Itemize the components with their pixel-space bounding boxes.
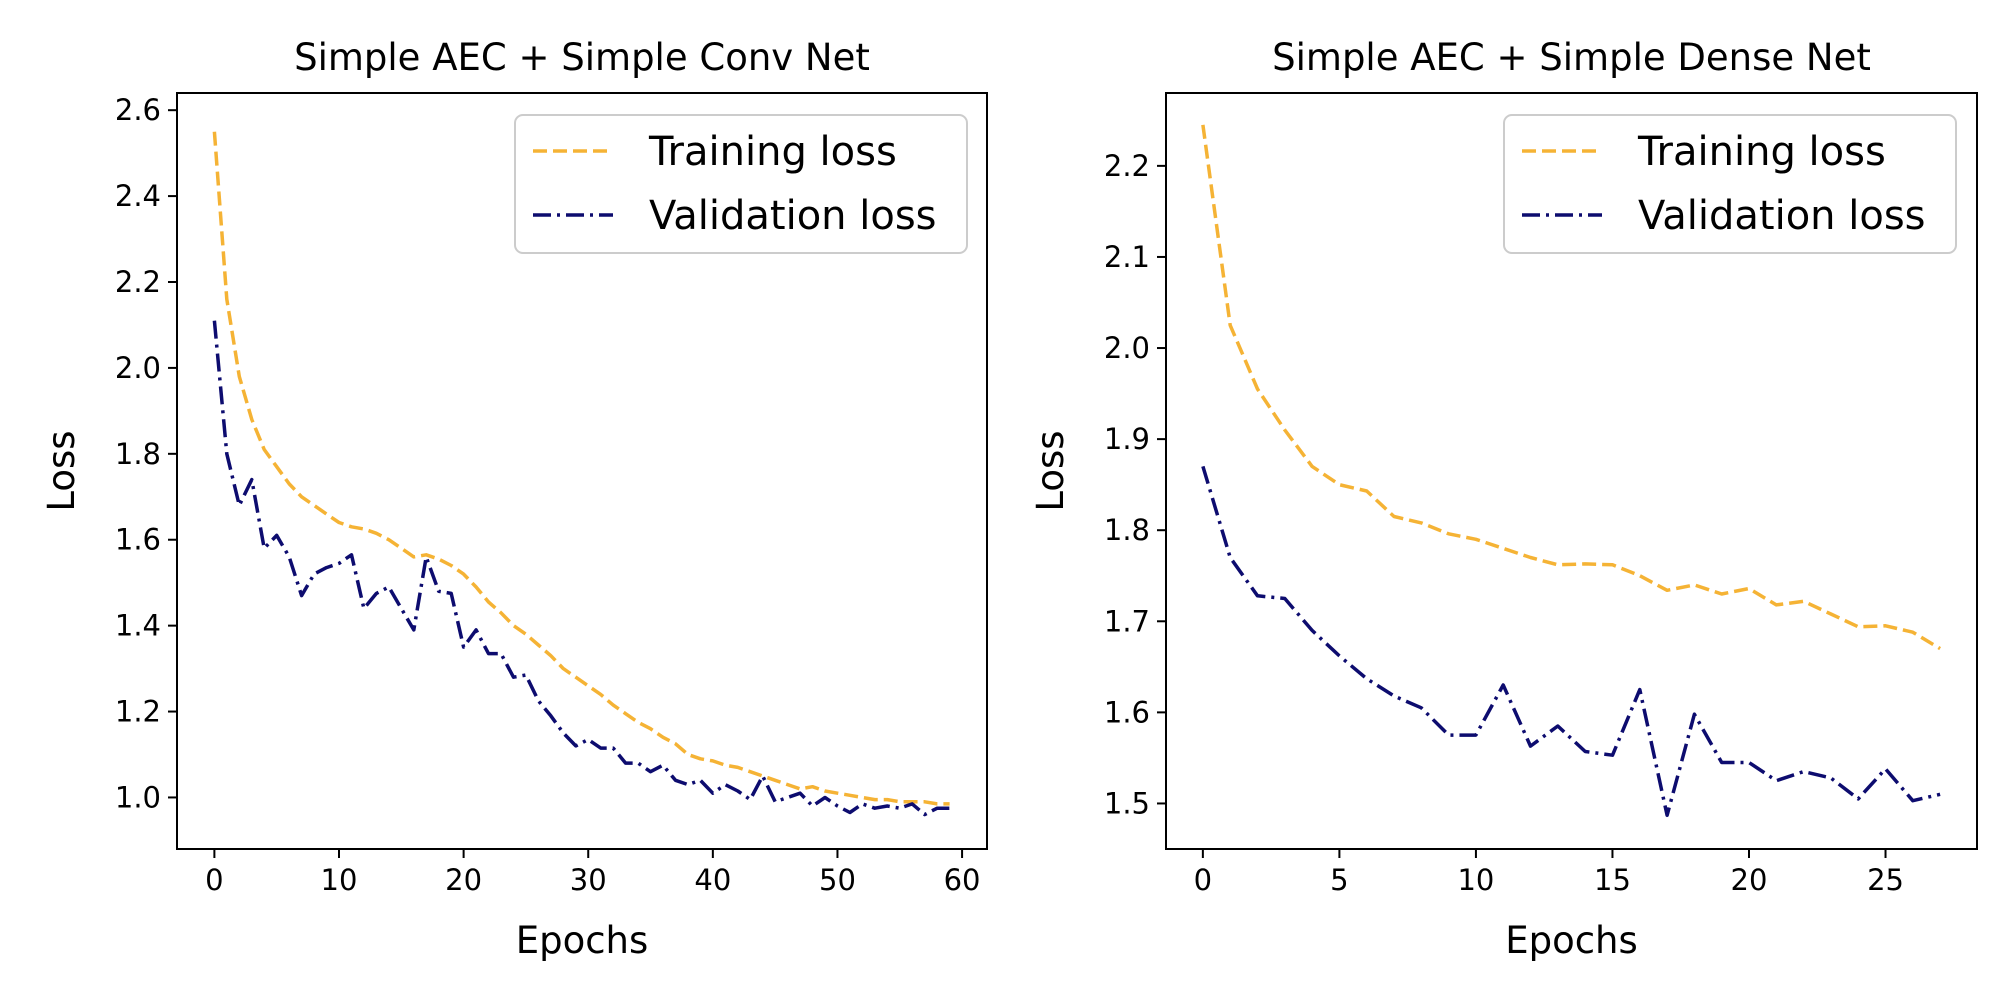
legend-box: [1503, 114, 1957, 254]
x-tick-label: 20: [445, 863, 482, 897]
x-tick-label: 5: [1330, 863, 1348, 897]
x-tick-label: 40: [694, 863, 731, 897]
subplot-conv-net: Simple AEC + Simple Conv Net 0 10 20 30 40 50 6…: [40, 36, 988, 962]
y-axis-label: Loss: [1029, 430, 1072, 511]
y-tick-label: 1.2: [115, 695, 161, 729]
y-tick-label: 2.2: [1104, 149, 1150, 183]
chart-title: Simple AEC + Simple Conv Net: [294, 36, 870, 79]
x-axis-label: Epochs: [1505, 919, 1638, 962]
y-tick-label: 1.6: [115, 523, 161, 557]
legend-label: Training loss: [1637, 129, 1886, 175]
y-tick-label: 1.0: [115, 780, 161, 814]
x-tick-label: 10: [321, 863, 358, 897]
y-tick-label: 2.4: [115, 179, 161, 213]
x-tick-label: 60: [944, 863, 981, 897]
legend-box: [514, 114, 968, 254]
y-axis-label: Loss: [40, 430, 83, 511]
x-tick-label: 30: [570, 863, 607, 897]
chart-title: Simple AEC + Simple Dense Net: [1272, 36, 1871, 79]
series-line-validation-loss: [212, 320, 950, 817]
plot-frame: [176, 92, 988, 850]
x-tick-label: 15: [1594, 863, 1631, 897]
x-tick-label: 20: [1731, 863, 1768, 897]
y-tick-label: 2.6: [115, 93, 161, 127]
x-tick-label: 10: [1457, 863, 1494, 897]
x-axis-label: Epochs: [516, 919, 649, 962]
series-line-training-loss: [212, 131, 950, 806]
y-tick-label: 1.4: [115, 609, 161, 643]
series-line-validation-loss: [1201, 465, 1941, 818]
x-tick-label: 50: [819, 863, 856, 897]
y-tick-label: 1.7: [1104, 604, 1150, 638]
subplot-dense-net: Simple AEC + Simple Dense Net 0 5 10 15 20 25 1…: [1029, 36, 1978, 962]
y-tick-label: 1.8: [1104, 513, 1150, 547]
y-tick-label: 2.2: [115, 265, 161, 299]
series-line-training-loss: [1201, 124, 1942, 651]
legend-label: Validation loss: [649, 193, 937, 239]
y-tick-label: 1.5: [1104, 786, 1150, 820]
legend-label: Validation loss: [1638, 193, 1926, 239]
y-tick-label: 1.9: [1104, 422, 1150, 456]
legend-label: Training loss: [648, 129, 897, 175]
y-tick-label: 1.6: [1104, 695, 1150, 729]
x-tick-label: 25: [1867, 863, 1904, 897]
y-tick-label: 1.8: [115, 437, 161, 471]
y-tick-label: 2.1: [1104, 240, 1150, 274]
x-tick-label: 0: [205, 863, 223, 897]
plot-frame: [1165, 92, 1978, 850]
y-tick-label: 2.0: [115, 351, 161, 385]
y-tick-label: 2.0: [1104, 331, 1150, 365]
x-tick-label: 0: [1194, 863, 1212, 897]
